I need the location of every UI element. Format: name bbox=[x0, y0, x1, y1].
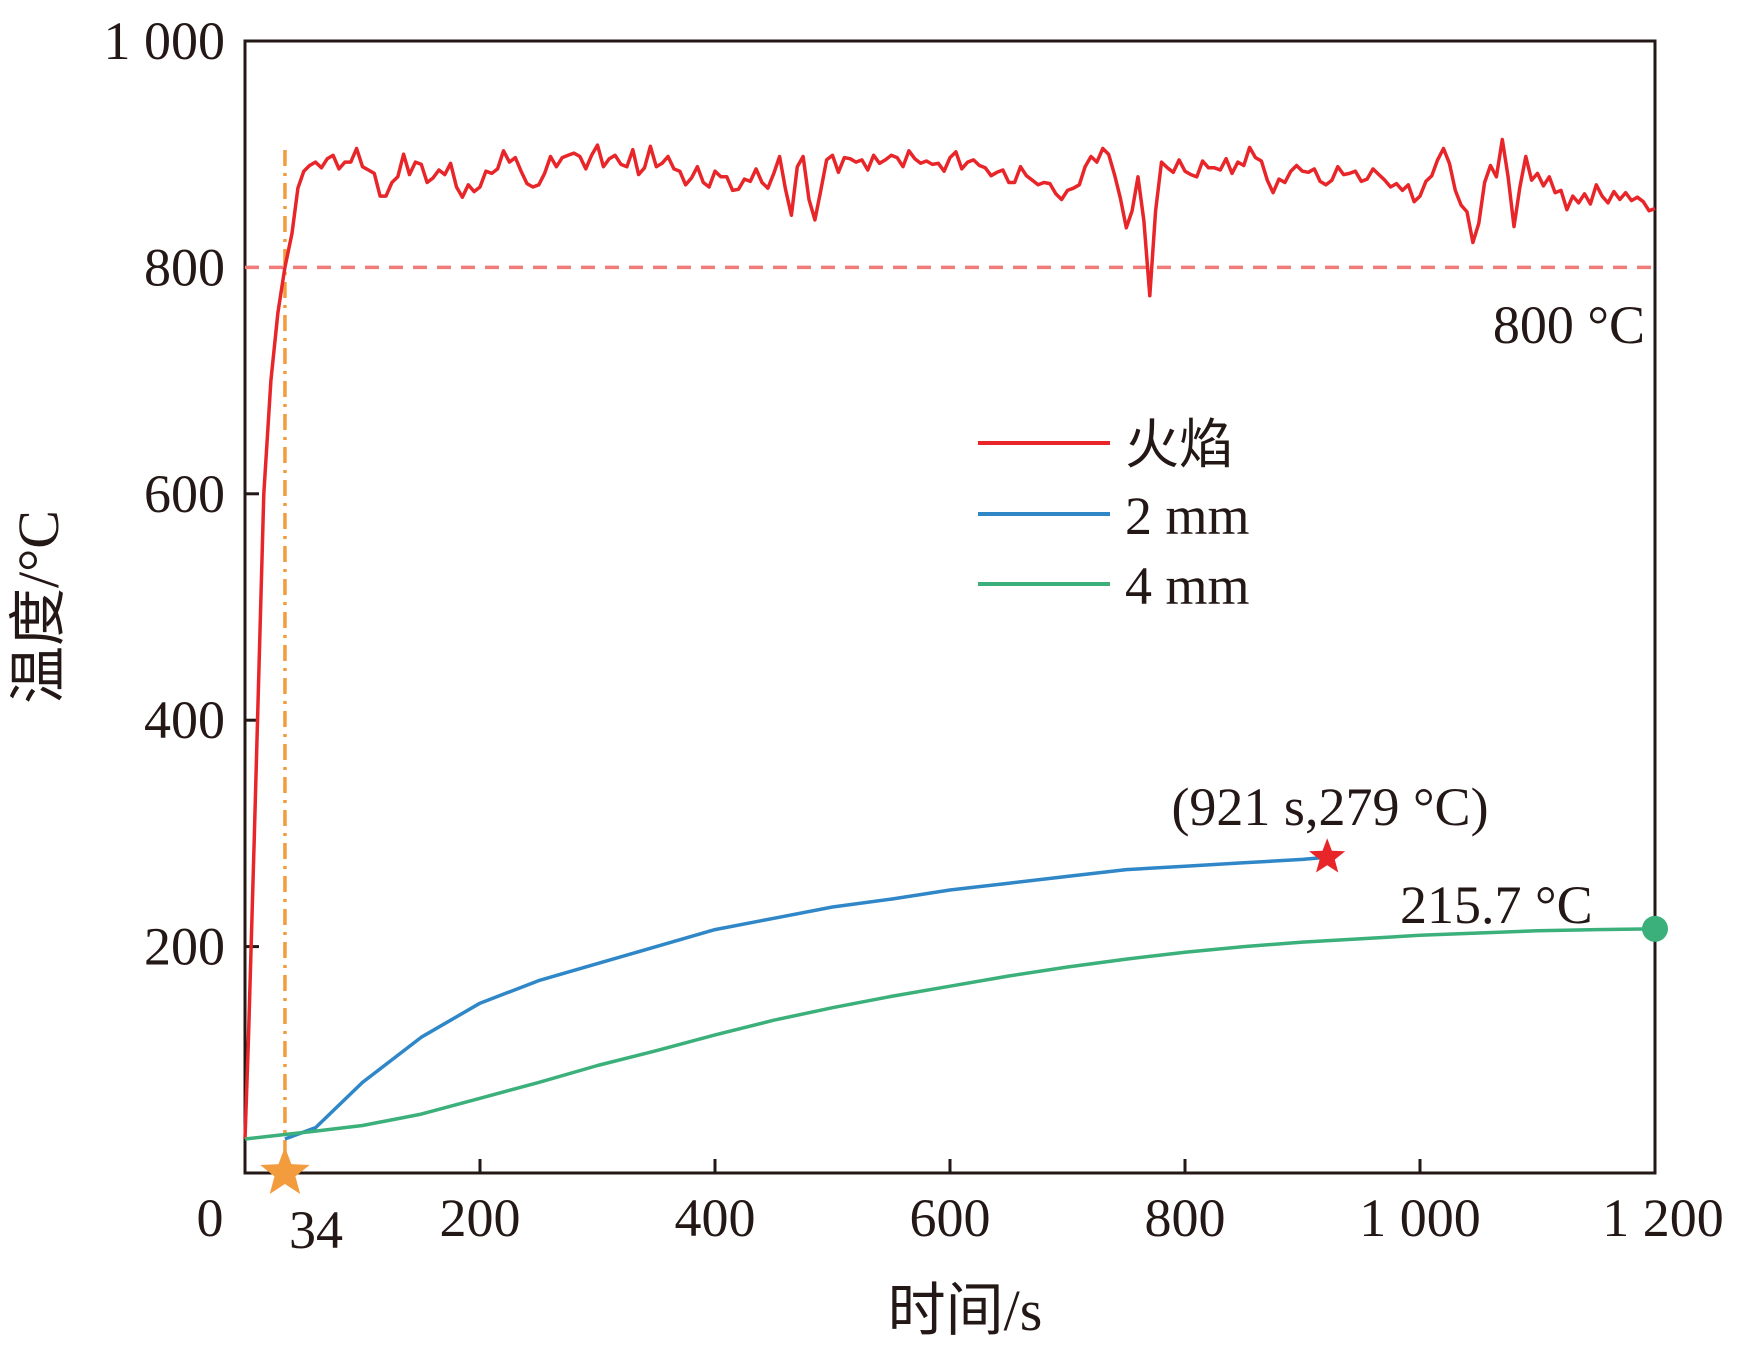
x-axis-label: 时间/s bbox=[888, 1278, 1043, 1343]
y-tick-label: 600 bbox=[144, 464, 225, 524]
series-line-1 bbox=[284, 855, 1328, 1141]
annotation-4mm-end: 215.7 °C bbox=[1400, 875, 1593, 935]
annotation-2mm-peak: (921 s,279 °C) bbox=[1171, 777, 1488, 837]
y-tick-label: 1 000 bbox=[104, 11, 226, 71]
x-tick-label: 800 bbox=[1145, 1188, 1226, 1248]
legend-label: 火焰 bbox=[1125, 415, 1233, 475]
chart-marks: 0 200 400 600 800 1 000 1 200 200 400 600 800 1 000… bbox=[104, 11, 1724, 1260]
x-tick-label: 400 bbox=[675, 1188, 756, 1248]
reference-line-label: 800 °C bbox=[1493, 295, 1645, 355]
ignition-marker-label: 34 bbox=[289, 1200, 343, 1260]
x-tick-label: 1 000 bbox=[1359, 1188, 1481, 1248]
x-tick-label: 200 bbox=[440, 1188, 521, 1248]
y-tick-label: 400 bbox=[144, 690, 225, 750]
plot-frame bbox=[243, 39, 1657, 1175]
y-tick-label: 200 bbox=[144, 917, 225, 977]
star-marker-0 bbox=[1309, 838, 1346, 873]
x-tick-label: 1 200 bbox=[1602, 1188, 1724, 1248]
star-marker-2 bbox=[260, 1147, 310, 1194]
series-line-0 bbox=[243, 137, 1656, 1140]
x-tick-label: 600 bbox=[910, 1188, 991, 1248]
y-tick-label: 800 bbox=[144, 237, 225, 297]
legend-label: 2 mm bbox=[1125, 486, 1250, 546]
series-line-2 bbox=[244, 927, 1656, 1141]
y-axis-label: 温度/°C bbox=[6, 510, 71, 704]
legend-label: 4 mm bbox=[1125, 556, 1250, 616]
circle-marker-1 bbox=[1642, 915, 1668, 942]
x-tick-label: 0 bbox=[197, 1188, 224, 1248]
